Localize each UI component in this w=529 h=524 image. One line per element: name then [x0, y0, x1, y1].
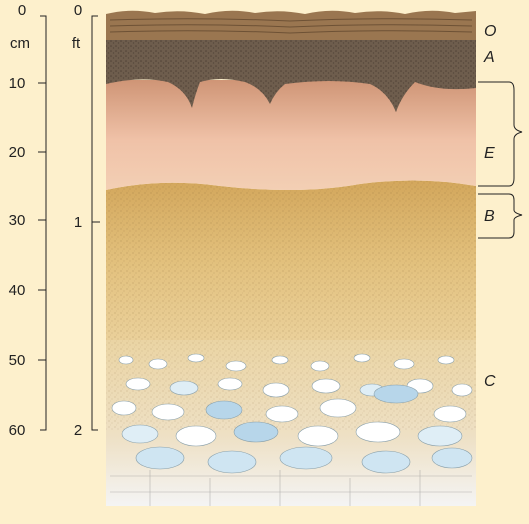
ft-tick-0: 0 [74, 2, 82, 19]
ft-unit-label: ft [72, 35, 81, 52]
horizon-label-o: O [484, 23, 496, 40]
ft-scale [91, 15, 100, 431]
horizon-label-a: A [483, 49, 495, 66]
cm-tick-20: 20 [9, 144, 26, 161]
horizon-label-b: B [484, 208, 495, 225]
soil-column [106, 10, 476, 506]
cm-tick-50: 50 [9, 352, 26, 369]
horizon-label-e: E [484, 145, 495, 162]
horizon-b-brace [478, 193, 523, 239]
cm-tick-40: 40 [9, 282, 26, 299]
horizon-label-c: C [484, 373, 496, 390]
cm-tick-30: 30 [9, 212, 26, 229]
cm-tick-60: 60 [9, 422, 26, 439]
cm-unit-label: cm [10, 35, 30, 52]
c-horizon-rocks [111, 353, 473, 474]
cm-scale [38, 15, 47, 431]
horizon-e-layer [106, 80, 476, 191]
ft-tick-1: 1 [74, 214, 82, 231]
horizon-o-layer [106, 10, 476, 40]
cm-tick-0: 0 [18, 2, 26, 19]
cm-tick-10: 10 [9, 75, 26, 92]
horizon-e-brace [478, 81, 523, 187]
ft-tick-2: 2 [74, 422, 82, 439]
